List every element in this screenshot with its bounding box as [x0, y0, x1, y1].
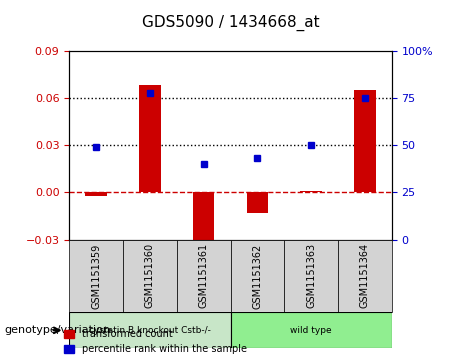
FancyBboxPatch shape	[69, 240, 123, 312]
Text: cystatin B knockout Cstb-/-: cystatin B knockout Cstb-/-	[89, 326, 211, 335]
FancyBboxPatch shape	[177, 240, 230, 312]
Bar	[85, 192, 107, 196]
Text: GSM1151360: GSM1151360	[145, 243, 155, 309]
FancyBboxPatch shape	[338, 240, 392, 312]
Bar	[139, 85, 160, 192]
Legend: transformed count, percentile rank within the sample: transformed count, percentile rank withi…	[60, 326, 250, 358]
Text: GSM1151363: GSM1151363	[306, 243, 316, 309]
Bar	[193, 192, 214, 246]
FancyBboxPatch shape	[69, 312, 230, 348]
Bar	[247, 192, 268, 213]
Bar	[354, 90, 376, 192]
FancyBboxPatch shape	[284, 240, 338, 312]
FancyBboxPatch shape	[123, 240, 177, 312]
FancyBboxPatch shape	[230, 312, 392, 348]
Text: GSM1151362: GSM1151362	[252, 243, 262, 309]
FancyBboxPatch shape	[230, 240, 284, 312]
Text: wild type: wild type	[290, 326, 332, 335]
Text: GDS5090 / 1434668_at: GDS5090 / 1434668_at	[142, 15, 319, 31]
Bar	[301, 191, 322, 192]
Text: genotype/variation: genotype/variation	[5, 325, 111, 335]
Text: GSM1151364: GSM1151364	[360, 243, 370, 309]
Text: GSM1151359: GSM1151359	[91, 243, 101, 309]
Text: GSM1151361: GSM1151361	[199, 243, 209, 309]
